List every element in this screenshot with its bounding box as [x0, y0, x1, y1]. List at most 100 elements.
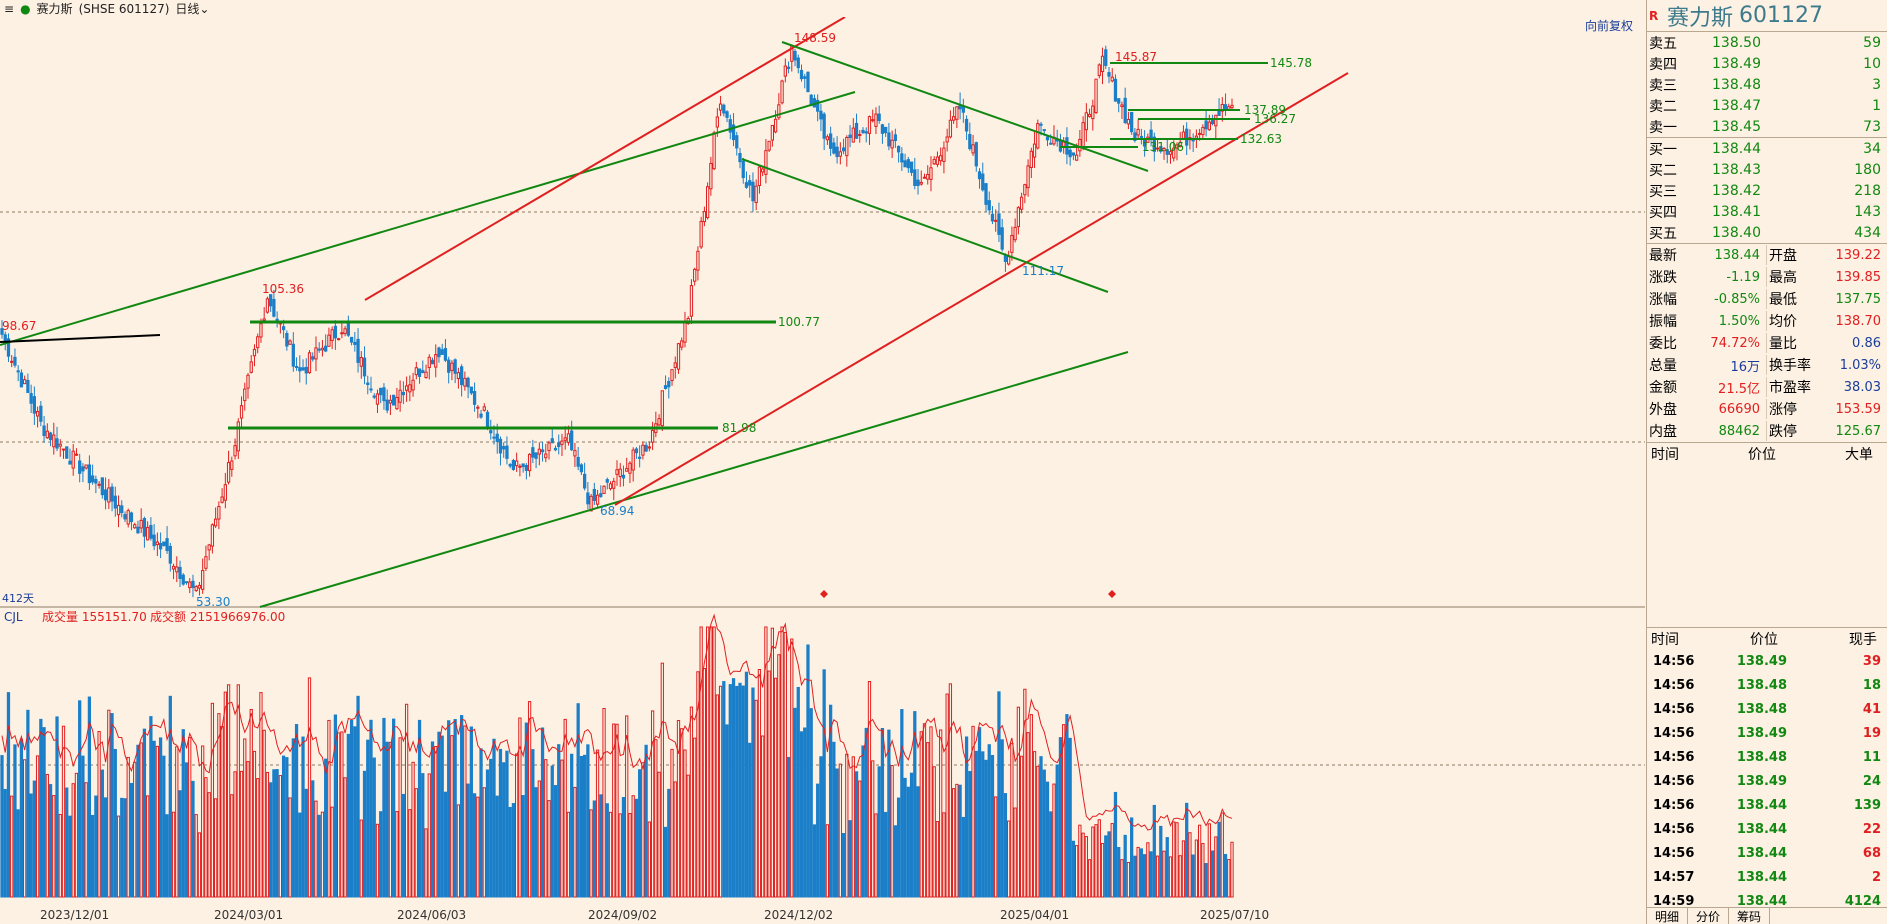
candle-body	[1223, 104, 1228, 110]
chart-area[interactable]: 98.67 105.36 53.30 68.94 148.59 145.87 1…	[0, 16, 1645, 907]
bid-row[interactable]: 买二 138.43 180	[1647, 159, 1887, 180]
volume-bar	[1204, 863, 1208, 898]
candle-body	[935, 156, 940, 165]
volume-bar	[922, 723, 927, 898]
candle-body	[615, 469, 619, 475]
candle-body	[1175, 144, 1179, 149]
candle-body	[272, 298, 276, 317]
quote-stats: 最新 138.44 开盘 139.22 涨跌 -1.19 最高 139.85 涨幅 -0.85% 最…	[1647, 244, 1887, 442]
candle-body	[1230, 104, 1234, 109]
ask-row[interactable]: 卖五 138.50 59	[1647, 32, 1887, 53]
volume-bar	[560, 759, 564, 898]
volume-bar	[1104, 835, 1108, 898]
volume-bar	[903, 777, 907, 898]
candle-body	[786, 66, 791, 69]
ask-row[interactable]: 卖二 138.47 1	[1647, 95, 1887, 116]
tick-time: 14:56	[1653, 749, 1695, 765]
tab-chips[interactable]: 筹码	[1729, 908, 1771, 924]
stat-row: 内盘 88462 跌停 125.67	[1647, 420, 1887, 442]
volume-bar	[1007, 820, 1011, 898]
volume-bar	[110, 713, 114, 898]
level-label: 买一	[1649, 141, 1677, 158]
candle-body	[511, 460, 516, 470]
volume-bars-group	[0, 626, 1234, 898]
candle-body	[1113, 78, 1118, 102]
volume-bar	[945, 693, 949, 898]
volume-bar	[702, 668, 707, 898]
volume-bar	[654, 739, 658, 898]
candle-body	[382, 387, 386, 402]
volume-bar	[71, 783, 75, 898]
candle-body	[981, 173, 985, 191]
volume-bar	[754, 699, 758, 898]
bid-row[interactable]: 买五 138.40 434	[1647, 222, 1887, 243]
volume-bar	[39, 718, 43, 898]
candle-body	[644, 444, 648, 452]
bid-row[interactable]: 买四 138.41 143	[1647, 201, 1887, 222]
volume-bar	[424, 828, 428, 898]
ask-row[interactable]: 卖四 138.49 10	[1647, 53, 1887, 74]
tick-price: 138.44	[1736, 797, 1787, 813]
candle-body	[757, 166, 762, 186]
tick-price: 138.44	[1736, 821, 1787, 837]
stat-row: 涨跌 -1.19 最高 139.85	[1647, 266, 1887, 288]
tick-header: 时间 价位 现手	[1647, 627, 1887, 649]
volume-bar	[32, 780, 37, 898]
candle-body	[411, 379, 415, 391]
volume-bar	[213, 798, 218, 898]
volume-bar	[356, 695, 360, 898]
candle-body	[773, 118, 778, 133]
day-count-label: 412天	[2, 592, 34, 605]
candle-body	[1130, 111, 1134, 133]
volume-bar	[1168, 856, 1173, 898]
stock-label[interactable]: 赛力斯	[36, 2, 73, 16]
volume-bar	[48, 784, 53, 898]
tick-time: 14:56	[1653, 725, 1695, 741]
volume-bar	[1013, 807, 1017, 898]
candle-body	[1062, 141, 1066, 147]
ask-row[interactable]: 卖一 138.45 73	[1647, 116, 1887, 137]
adjust-button[interactable]: 向前复权	[1585, 19, 1634, 33]
candle-body	[761, 168, 765, 173]
tick-row: 14:59 138.44 4124	[1647, 889, 1887, 913]
volume-bar	[165, 814, 169, 898]
ask-row[interactable]: 卖三 138.48 3	[1647, 74, 1887, 95]
volume-bar	[233, 771, 237, 898]
kline-chart[interactable]: 98.67 105.36 53.30 68.94 148.59 145.87 1…	[0, 16, 1645, 907]
volume-bar	[612, 723, 616, 898]
bid-row[interactable]: 买三 138.42 218	[1647, 180, 1887, 201]
candle-body	[288, 340, 292, 345]
candle-body	[1013, 226, 1017, 241]
volume-bar	[1081, 832, 1085, 898]
candle-body	[324, 345, 328, 352]
tick-row: 14:56 138.49 24	[1647, 769, 1887, 793]
volume-bar	[443, 791, 448, 898]
candle-body	[893, 134, 898, 141]
period-dropdown[interactable]: 日线 ⌄	[175, 0, 209, 17]
menu-icon[interactable]: ≡	[4, 1, 15, 16]
candle-body	[1110, 76, 1114, 82]
tab-price-dist[interactable]: 分价	[1688, 908, 1730, 924]
candle-body	[705, 186, 710, 219]
volume-bar	[327, 719, 331, 898]
bid-row[interactable]: 买一 138.44 34	[1647, 138, 1887, 159]
volume-bar	[1052, 783, 1056, 898]
label-131-06: 131.06	[1142, 140, 1184, 154]
tab-detail[interactable]: 明细	[1647, 908, 1689, 924]
volume-bar	[712, 626, 716, 898]
level-volume: 218	[1854, 182, 1881, 199]
volume-bar	[466, 783, 470, 898]
candle-body	[171, 565, 176, 570]
candle-body	[505, 445, 509, 459]
stat-value: -1.19	[1726, 269, 1760, 285]
candle-body	[825, 136, 830, 141]
level-label: 卖五	[1649, 35, 1677, 52]
candle-body	[256, 336, 260, 349]
volume-bar	[1220, 812, 1224, 898]
level-volume: 434	[1854, 224, 1881, 241]
candle-body	[1010, 234, 1014, 253]
level-price: 138.43	[1712, 161, 1761, 178]
volume-bar	[265, 771, 270, 898]
volume-bar	[1049, 811, 1053, 898]
level-label: 买五	[1649, 225, 1677, 242]
